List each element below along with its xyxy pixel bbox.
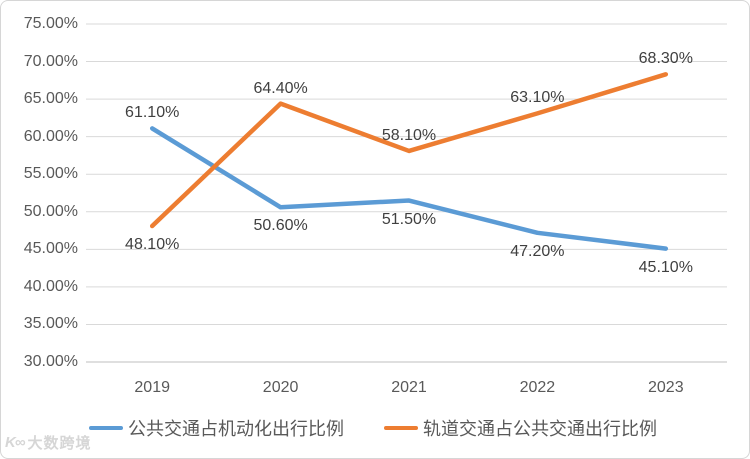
x-tick-label: 2020: [262, 379, 299, 396]
data-label: 64.40%: [253, 79, 308, 97]
data-label: 61.10%: [125, 104, 180, 122]
y-tick-label: 55.00%: [23, 165, 78, 183]
series-line-0: [149, 126, 669, 251]
x-tick-label: 2019: [134, 379, 170, 396]
x-tick-label: 2022: [519, 379, 556, 396]
data-label: 68.30%: [638, 50, 693, 68]
y-tick-label: 45.00%: [23, 240, 78, 258]
data-label: 58.10%: [381, 126, 437, 144]
data-label: 51.50%: [381, 210, 437, 228]
data-label: 48.10%: [125, 236, 180, 254]
data-label: 47.20%: [510, 242, 565, 260]
legend-item-rail-transit-share: 轨道交通占公共交通出行比例: [384, 415, 657, 441]
y-tick-label: 70.00%: [23, 52, 78, 70]
legend-swatch-orange-line: [384, 425, 418, 431]
y-tick-label: 35.00%: [23, 315, 78, 333]
y-tick-label: 30.00%: [23, 353, 78, 370]
legend-label: 公共交通占机动化出行比例: [128, 419, 344, 439]
legend-item-public-transport-share: 公共交通占机动化出行比例: [89, 415, 344, 441]
y-tick-label: 65.00%: [23, 90, 78, 108]
legend-swatch-blue-line: [89, 425, 123, 431]
legend: 公共交通占机动化出行比例 轨道交通占公共交通出行比例: [1, 415, 749, 441]
series-line-1: [149, 72, 669, 229]
data-label: 63.10%: [510, 89, 565, 107]
y-tick-label: 60.00%: [23, 127, 78, 145]
data-label: 50.60%: [253, 217, 308, 235]
legend-label: 轨道交通占公共交通出行比例: [423, 419, 657, 439]
y-tick-label: 50.00%: [23, 202, 78, 220]
x-tick-label: 2021: [391, 379, 427, 396]
x-tick-label: 2023: [648, 379, 684, 396]
y-tick-label: 40.00%: [23, 277, 78, 295]
y-tick-label: 75.00%: [23, 15, 78, 32]
data-label: 45.10%: [638, 258, 693, 276]
